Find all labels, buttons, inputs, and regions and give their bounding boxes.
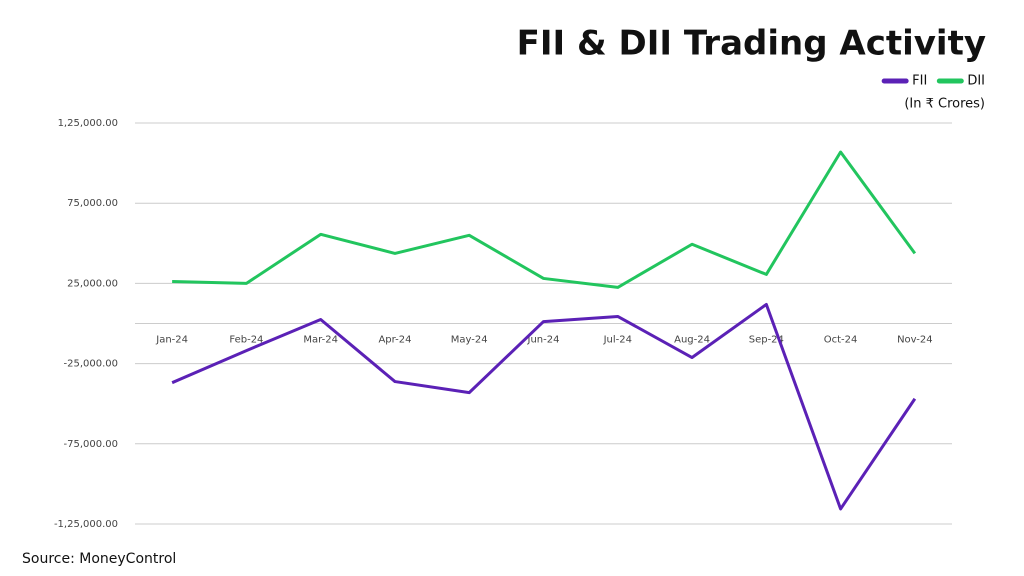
x-tick-label: Aug-24	[674, 335, 710, 346]
series-line	[171, 302, 917, 511]
y-tick-label: 1,25,000.00	[58, 118, 118, 129]
chart-title: FII & DII Trading Activity	[517, 24, 986, 64]
legend-label: DII	[967, 74, 985, 89]
x-tick-label: Sep-24	[749, 335, 784, 346]
y-tick-label: -1,25,000.00	[54, 519, 118, 530]
subtitle: (In ₹ Crores)	[904, 97, 985, 112]
x-tick-label: Jan-24	[155, 335, 188, 346]
legend-label: FII	[912, 74, 927, 89]
y-tick-label: 25,000.00	[67, 278, 118, 289]
x-tick-label: Nov-24	[897, 335, 933, 346]
x-tick-label: Feb-24	[229, 335, 263, 346]
x-tick-label: Jun-24	[527, 335, 560, 346]
y-tick-label: -75,000.00	[63, 439, 118, 450]
y-tick-label: 75,000.00	[67, 198, 118, 209]
y-tick-label: -25,000.00	[63, 359, 118, 370]
source: Source: MoneyControl	[22, 551, 176, 567]
x-tick-label: Oct-24	[824, 335, 858, 346]
x-tick-label: Mar-24	[303, 335, 338, 346]
x-tick-label: Jul-24	[603, 335, 632, 346]
series-line	[172, 150, 917, 289]
x-tick-label: Apr-24	[378, 335, 411, 346]
x-tick-label: May-24	[451, 335, 488, 346]
